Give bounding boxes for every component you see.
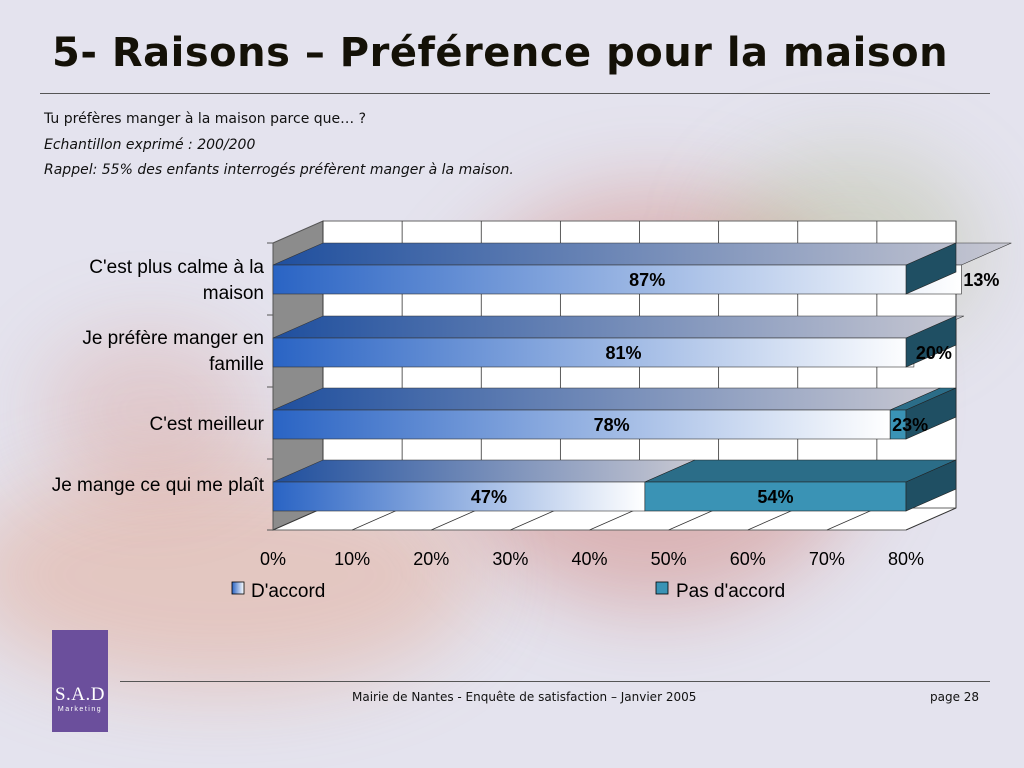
question-text: Tu préfères manger à la maison parce que…: [44, 111, 367, 127]
sample-text: Echantillon exprimé : 200/200: [44, 137, 256, 153]
bar-agree: [272, 264, 962, 295]
slide-title: 5- Raisons – Préférence pour la maison: [52, 30, 949, 76]
reminder-text: Rappel: 55% des enfants interrogés préfè…: [44, 162, 514, 178]
floor-gridline: [431, 507, 482, 531]
stacked-bar-chart: 0% 10% 20% 30% 40% 50% 60% 70% 80% 87% 13% 81% 20% 78…: [231, 220, 1012, 602]
data-label-agree: 47%: [471, 487, 507, 507]
bar-side-face: [905, 315, 957, 368]
floor-gridline: [747, 507, 798, 531]
title-divider: [40, 93, 990, 94]
bar-side-face: [905, 387, 957, 440]
x-tick-label: 40%: [571, 549, 607, 569]
floor-gridline: [510, 507, 561, 531]
floor-gridline: [351, 507, 403, 531]
bar-agree: [272, 337, 915, 368]
x-tick-label: 70%: [809, 549, 845, 569]
legend-label-agree: D'accord: [251, 581, 325, 602]
footer-text: Mairie de Nantes - Enquête de satisfacti…: [352, 690, 697, 704]
floor-gridline: [826, 507, 878, 531]
x-tick-label: 30%: [492, 549, 528, 569]
data-label-agree: 81%: [605, 343, 641, 363]
bar-side-face: [905, 242, 957, 295]
floor-gridline: [668, 507, 719, 531]
x-tick-label: 60%: [730, 549, 766, 569]
footer-divider: [120, 681, 990, 682]
bar-agree-top: [272, 459, 696, 483]
data-label-disagree: 54%: [757, 487, 793, 507]
x-tick-label: 80%: [888, 549, 924, 569]
chart-legend: D'accord Pas d'accord: [231, 581, 785, 602]
x-tick-label: 10%: [334, 549, 370, 569]
bar-disagree-top: [644, 459, 957, 483]
floor-gridline: [905, 507, 957, 531]
bar-agree-top: [272, 242, 1012, 266]
floor-gridline: [272, 507, 324, 531]
floor-gridline: [589, 507, 640, 531]
legend-swatch-agree: [231, 581, 245, 595]
x-tick-label: 0%: [260, 549, 286, 569]
bar-agree-top: [272, 315, 965, 339]
data-label-disagree: 23%: [892, 415, 928, 435]
x-tick-label: 50%: [651, 549, 687, 569]
data-label-agree: 78%: [594, 415, 630, 435]
sad-marketing-logo: S.A.D Marketing: [52, 630, 108, 732]
page-number: page 28: [930, 690, 980, 704]
data-label-disagree: 13%: [963, 270, 999, 290]
category-label: Je mange ce qui me plaît: [51, 475, 264, 496]
bar-agree: [272, 409, 891, 440]
bar-agree-top: [272, 387, 941, 411]
legend-swatch-disagree: [655, 581, 669, 595]
category-label: C'est meilleur: [149, 414, 265, 435]
legend-label-disagree: Pas d'accord: [676, 581, 785, 602]
category-label: Je préfère manger en famille: [82, 328, 264, 375]
bar-agree: [272, 481, 646, 512]
data-label-disagree: 20%: [916, 343, 952, 363]
category-label: C'est plus calme à la maison: [89, 257, 264, 304]
x-tick-label: 20%: [413, 549, 449, 569]
data-label-agree: 87%: [629, 270, 665, 290]
bar-side-face: [905, 459, 957, 512]
logo-sub-text: Marketing: [57, 706, 103, 713]
logo-main-text: S.A.D: [54, 684, 105, 705]
